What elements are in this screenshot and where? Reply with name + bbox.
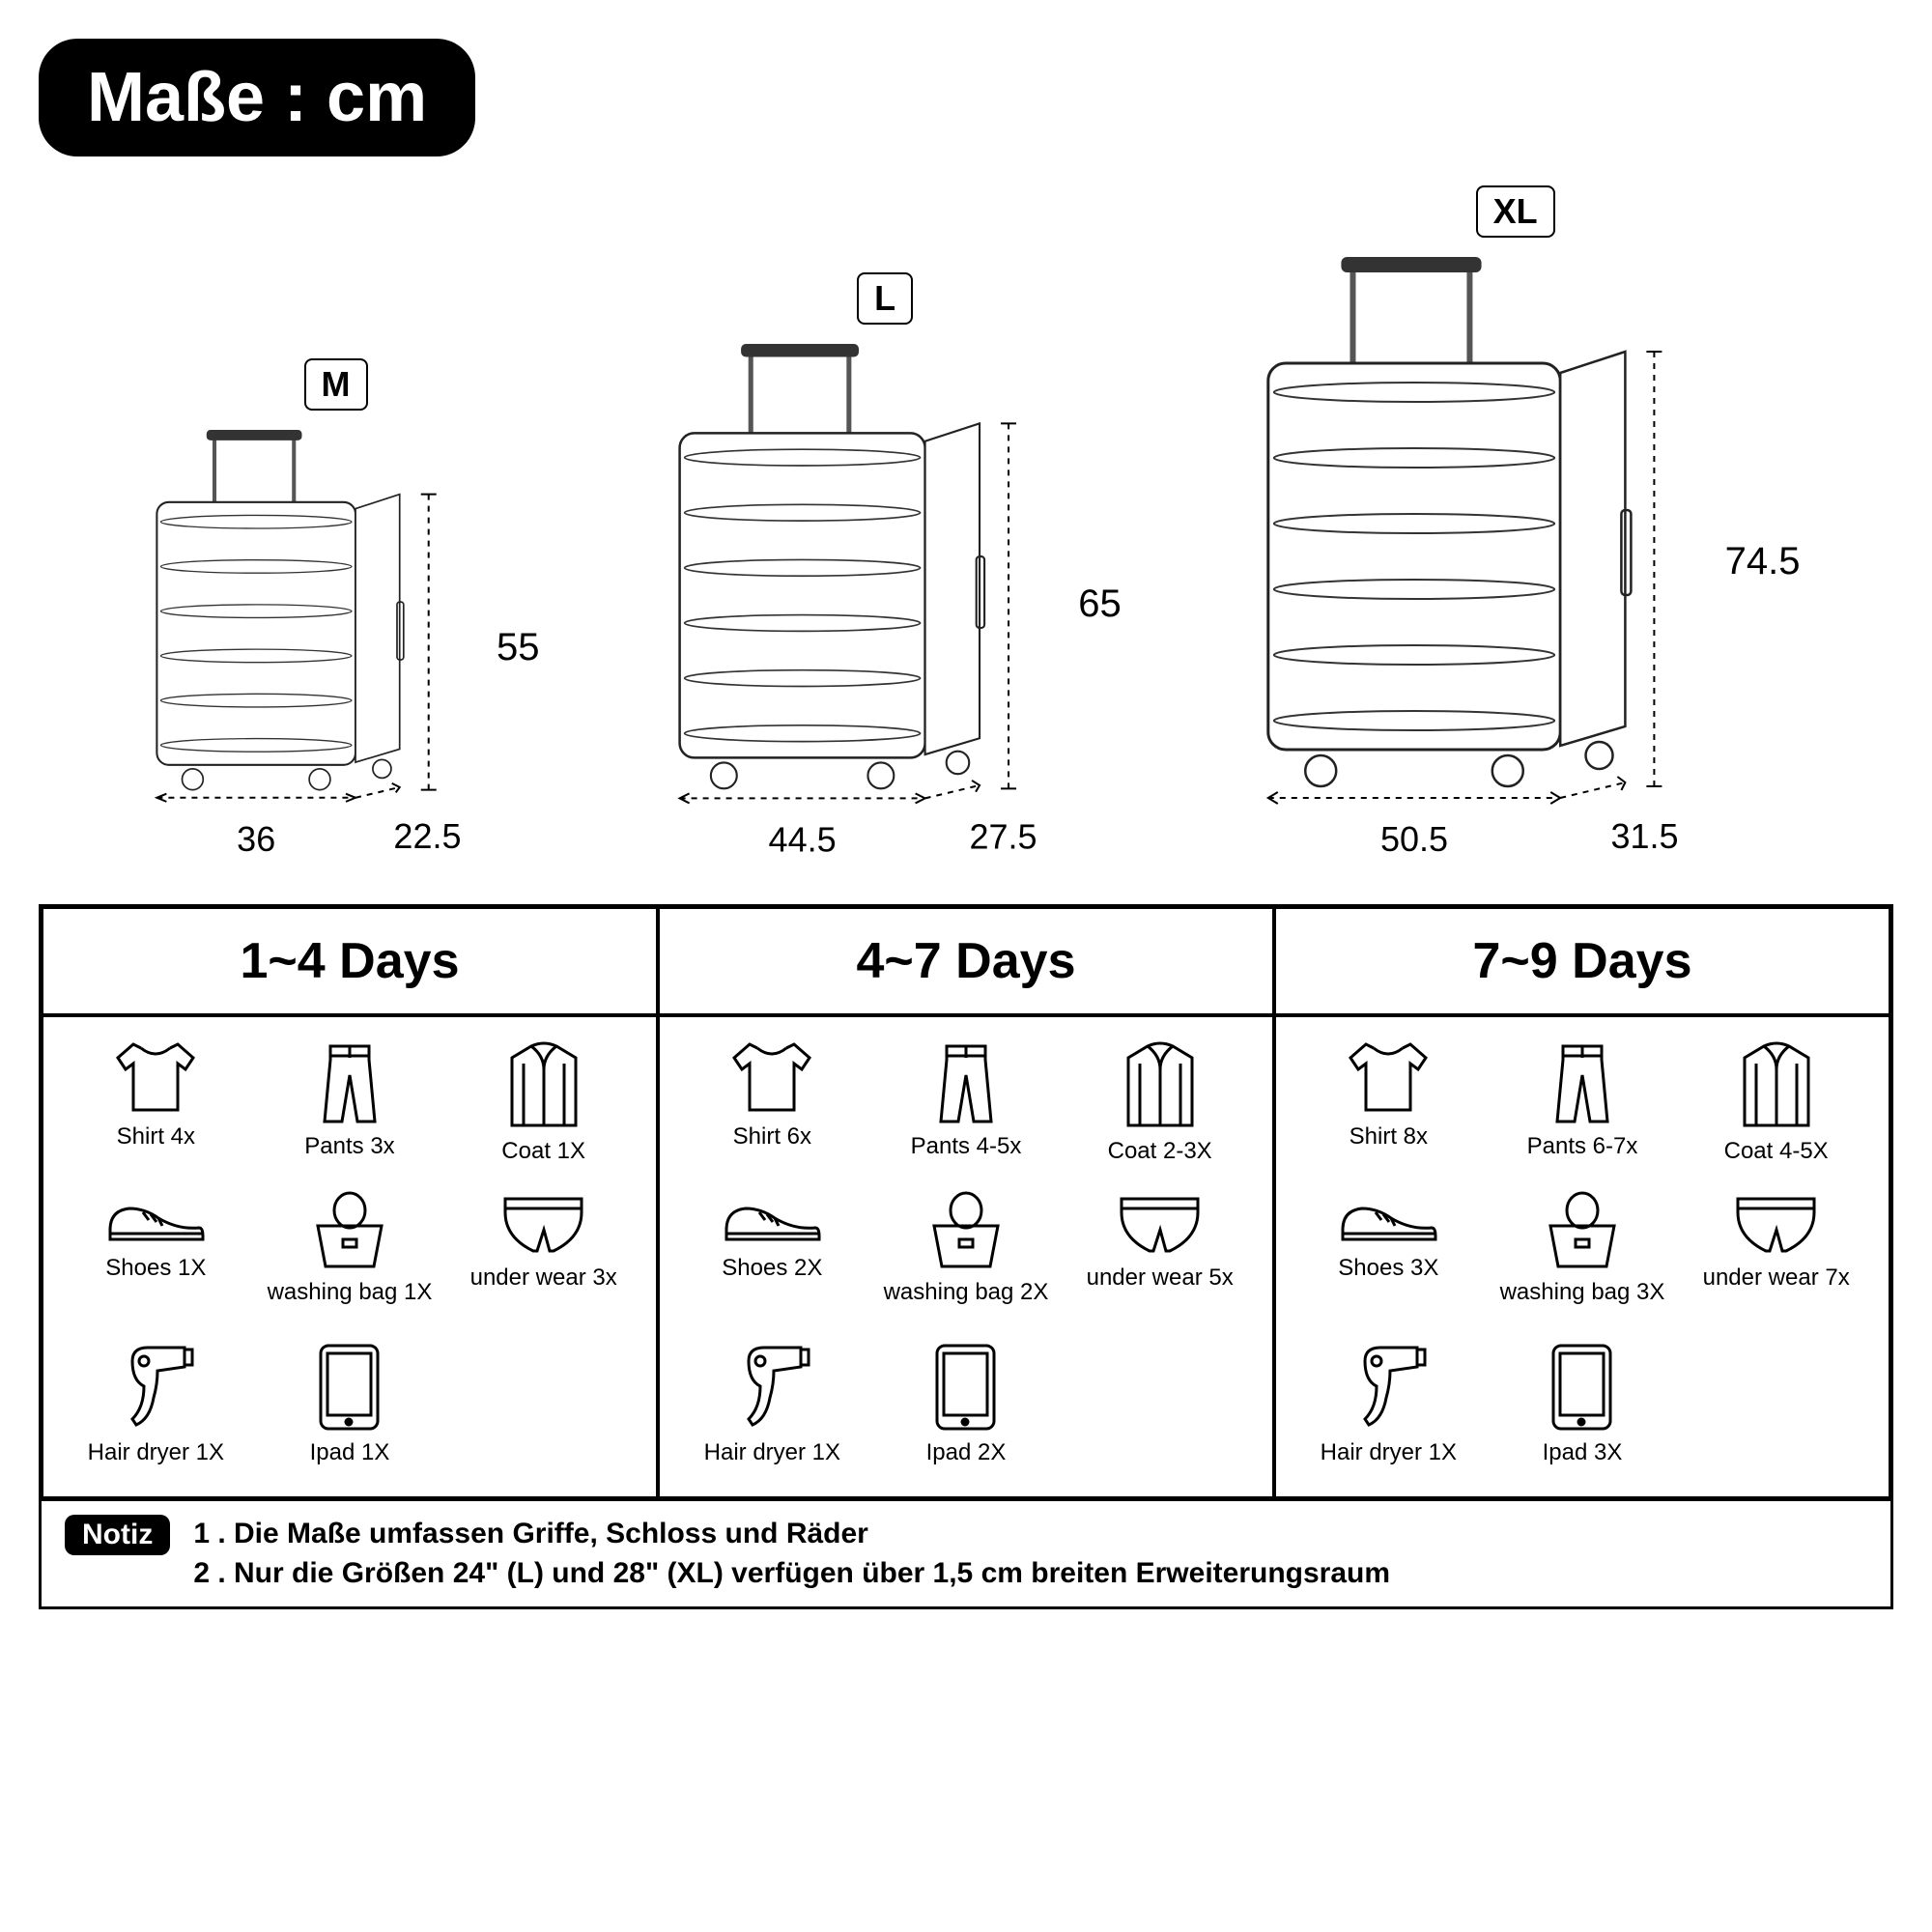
column-heading: 7~9 Days	[1274, 907, 1890, 1015]
item-shoes: Shoes 2X	[679, 1191, 866, 1336]
column-heading: 1~4 Days	[42, 907, 658, 1015]
svg-text:36: 36	[238, 819, 276, 859]
suitcase-icon: 50.5 31.5	[1231, 257, 1714, 866]
svg-text:22.5: 22.5	[394, 816, 462, 856]
packing-table: 1~4 Days4~7 Days7~9 Days Shirt 4x Pants …	[39, 904, 1893, 1501]
svg-text:27.5: 27.5	[970, 816, 1037, 856]
item-label: Shirt 8x	[1350, 1123, 1428, 1151]
title-badge: Maße : cm	[39, 39, 475, 156]
column-heading: 4~7 Days	[658, 907, 1274, 1015]
item-dryer: Hair dryer 1X	[63, 1342, 249, 1487]
notice-badge: Notiz	[65, 1515, 170, 1555]
item-label: Shirt 4x	[117, 1123, 195, 1151]
item-coat: Coat 4-5X	[1683, 1040, 1869, 1185]
height-value: 55	[497, 626, 540, 669]
notice-line: 1 . Die Maße umfassen Griffe, Schloss un…	[193, 1515, 1390, 1554]
item-label: Shoes 1X	[105, 1255, 206, 1282]
item-shoes: Shoes 3X	[1295, 1191, 1482, 1336]
item-shoes: Shoes 1X	[63, 1191, 249, 1336]
item-label: Coat 1X	[501, 1138, 585, 1165]
notice-line: 2 . Nur die Größen 24" (L) und 28" (XL) …	[193, 1554, 1390, 1594]
item-label: Pants 6-7x	[1527, 1133, 1638, 1160]
item-label: Pants 4-5x	[911, 1133, 1022, 1160]
item-pants: Pants 4-5x	[873, 1040, 1060, 1185]
suitcase-icon: 36 22.5	[131, 430, 485, 866]
item-bag: washing bag 2X	[873, 1191, 1060, 1336]
item-ipad: Ipad 3X	[1490, 1342, 1676, 1487]
item-label: under wear 7x	[1703, 1264, 1850, 1292]
item-label: Ipad 3X	[1543, 1439, 1623, 1466]
packing-cell: Shirt 8x Pants 6-7x Coat 4-5X Shoes 3X w…	[1274, 1015, 1890, 1498]
height-value: 74.5	[1725, 540, 1801, 583]
item-pants: Pants 6-7x	[1490, 1040, 1676, 1185]
item-label: Hair dryer 1X	[1321, 1439, 1457, 1466]
svg-text:50.5: 50.5	[1380, 819, 1448, 859]
item-label: Shoes 2X	[722, 1255, 822, 1282]
item-bag: washing bag 1X	[257, 1191, 443, 1336]
suitcase-m: M 36 22.5 55	[131, 358, 539, 866]
item-label: Pants 3x	[304, 1133, 394, 1160]
item-shirt: Shirt 8x	[1295, 1040, 1482, 1185]
notice-footer: Notiz 1 . Die Maße umfassen Griffe, Schl…	[39, 1501, 1893, 1609]
item-bag: washing bag 3X	[1490, 1191, 1676, 1336]
item-label: washing bag 3X	[1500, 1279, 1665, 1306]
item-dryer: Hair dryer 1X	[679, 1342, 866, 1487]
item-label: under wear 5x	[1087, 1264, 1234, 1292]
suitcases-row: M 36 22.5 55 L	[39, 185, 1893, 866]
item-label: Ipad 1X	[310, 1439, 390, 1466]
height-value: 65	[1078, 582, 1122, 626]
item-label: Coat 2-3X	[1108, 1138, 1212, 1165]
item-shirt: Shirt 4x	[63, 1040, 249, 1185]
item-ipad: Ipad 2X	[873, 1342, 1060, 1487]
item-label: Shoes 3X	[1338, 1255, 1438, 1282]
item-label: Hair dryer 1X	[88, 1439, 224, 1466]
svg-text:44.5: 44.5	[769, 819, 837, 859]
suitcase-icon: 44.5 27.5	[648, 344, 1066, 866]
svg-text:31.5: 31.5	[1610, 816, 1678, 856]
item-label: Coat 4-5X	[1724, 1138, 1829, 1165]
item-coat: Coat 1X	[450, 1040, 637, 1185]
item-label: Ipad 2X	[926, 1439, 1007, 1466]
size-label: L	[857, 272, 913, 325]
packing-cell: Shirt 4x Pants 3x Coat 1X Shoes 1X washi…	[42, 1015, 658, 1498]
item-under: under wear 7x	[1683, 1191, 1869, 1336]
item-shirt: Shirt 6x	[679, 1040, 866, 1185]
size-label: XL	[1476, 185, 1555, 238]
item-pants: Pants 3x	[257, 1040, 443, 1185]
item-label: washing bag 2X	[884, 1279, 1049, 1306]
item-coat: Coat 2-3X	[1066, 1040, 1253, 1185]
suitcase-l: L 44.5 27.5 65	[648, 272, 1121, 866]
item-dryer: Hair dryer 1X	[1295, 1342, 1482, 1487]
item-label: Shirt 6x	[733, 1123, 811, 1151]
item-under: under wear 3x	[450, 1191, 637, 1336]
packing-cell: Shirt 6x Pants 4-5x Coat 2-3X Shoes 2X w…	[658, 1015, 1274, 1498]
size-label: M	[304, 358, 368, 411]
item-label: under wear 3x	[470, 1264, 617, 1292]
item-ipad: Ipad 1X	[257, 1342, 443, 1487]
notice-text: 1 . Die Maße umfassen Griffe, Schloss un…	[193, 1515, 1390, 1593]
suitcase-xl: XL 50.5 31.5 74.5	[1231, 185, 1801, 866]
item-under: under wear 5x	[1066, 1191, 1253, 1336]
item-label: washing bag 1X	[268, 1279, 433, 1306]
item-label: Hair dryer 1X	[704, 1439, 840, 1466]
